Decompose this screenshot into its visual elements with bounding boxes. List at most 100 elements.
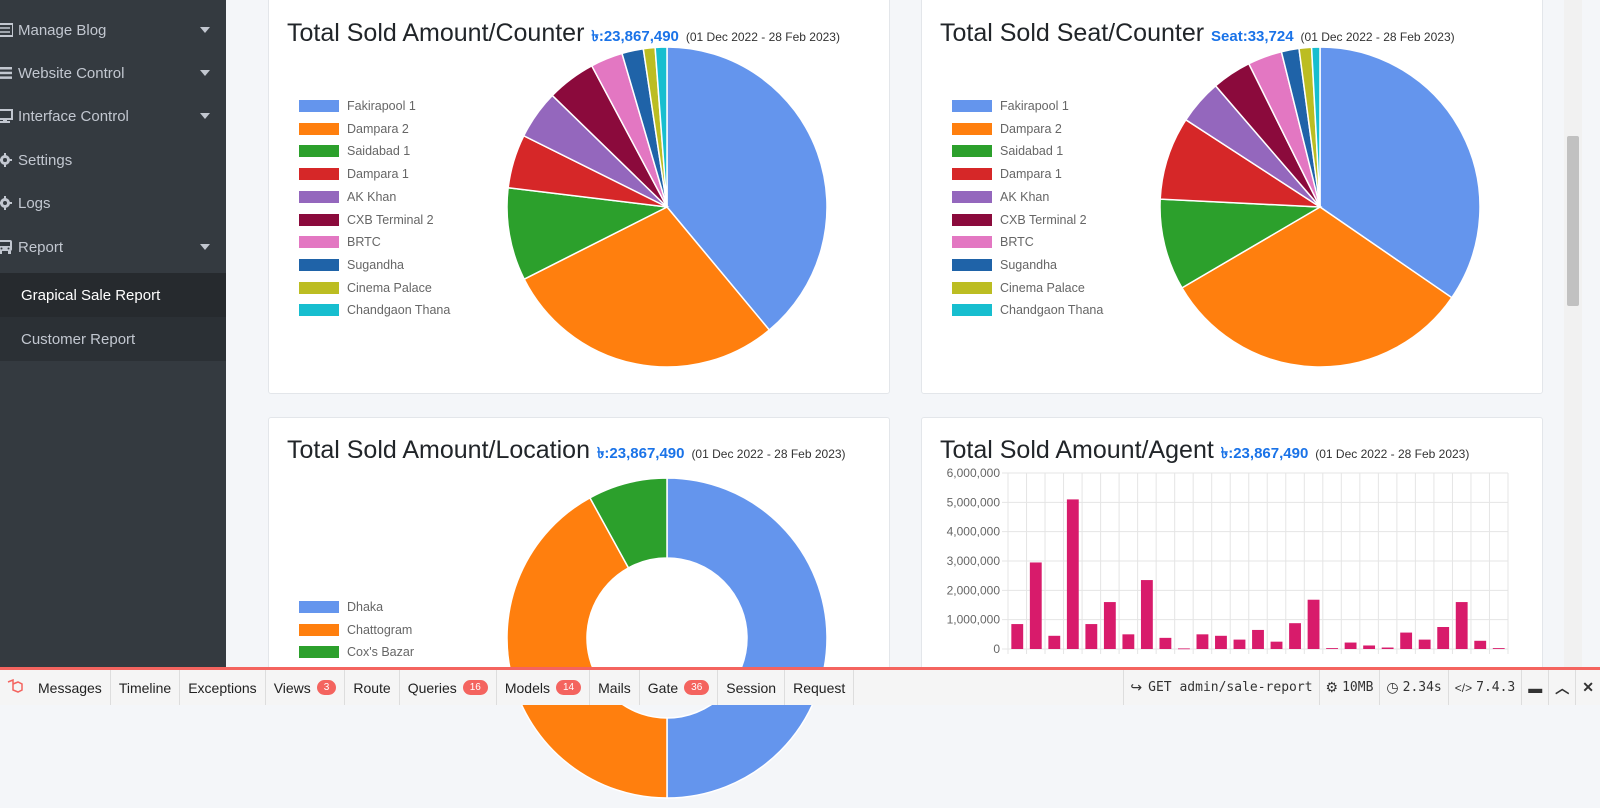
laravel-logo-icon[interactable] — [0, 673, 30, 703]
bar[interactable] — [1400, 632, 1413, 649]
legend-item[interactable]: Dampara 1 — [299, 166, 409, 182]
close-button[interactable]: ✕ — [1575, 670, 1600, 705]
sidebar-item-logs[interactable]: Logs — [0, 181, 226, 225]
legend-item[interactable]: Sugandha — [299, 257, 404, 273]
legend-item[interactable]: Saidabad 1 — [299, 143, 410, 159]
sidebar-item-settings[interactable]: Settings — [0, 138, 226, 182]
bar[interactable] — [1159, 637, 1172, 649]
bar[interactable] — [1492, 648, 1505, 649]
pie-chart-counter-amount — [497, 37, 837, 377]
debugbar-tabs: Messages Timeline Exceptions Views 3 Route Que… — [30, 670, 855, 705]
legend-item[interactable]: CXB Terminal 2 — [299, 212, 434, 228]
legend-item[interactable]: Chandgaon Thana — [952, 302, 1103, 318]
page-scrollbar[interactable] — [1564, 0, 1582, 667]
tab-gate[interactable]: Gate 36 — [640, 670, 719, 705]
legend-item[interactable]: Cinema Palace — [952, 280, 1085, 296]
legend-item[interactable]: Dampara 1 — [952, 166, 1062, 182]
legend-item[interactable]: Sugandha — [952, 257, 1057, 273]
tab-request[interactable]: Request — [785, 670, 855, 705]
legend-item[interactable]: Fakirapool 1 — [299, 98, 416, 114]
bar[interactable] — [1381, 647, 1394, 649]
sidebar-item-manage-blog[interactable]: Manage Blog — [0, 8, 226, 52]
open-folder-button[interactable]: ▬ — [1521, 670, 1548, 705]
pie-slice-saidabad-1[interactable] — [1159, 198, 1323, 289]
sidebar-item-customer-report[interactable]: Customer Report — [21, 330, 136, 348]
bar[interactable] — [1455, 602, 1468, 649]
legend-label: AK Khan — [1000, 189, 1050, 204]
sidebar-item-report[interactable]: Report — [0, 225, 226, 269]
bar[interactable] — [1437, 627, 1450, 649]
pie-slice-saidabad-1[interactable] — [506, 186, 670, 281]
bar[interactable] — [1215, 635, 1227, 649]
legend-item[interactable]: BRTC — [299, 234, 381, 250]
bar[interactable] — [1140, 580, 1153, 649]
sidebar-item-interface-control[interactable]: Interface Control — [0, 94, 226, 138]
legend-item[interactable]: Saidabad 1 — [952, 143, 1063, 159]
legend-item[interactable]: Dampara 2 — [299, 121, 409, 137]
sidebar-item-website-control[interactable]: Website Control — [0, 51, 226, 95]
bar[interactable] — [1066, 499, 1079, 649]
legend-item[interactable]: AK Khan — [299, 189, 396, 205]
caret-down-icon — [200, 244, 210, 250]
tab-queries[interactable]: Queries 16 — [400, 670, 497, 705]
bar[interactable] — [1474, 640, 1487, 649]
tab-views[interactable]: Views 3 — [266, 670, 346, 705]
tab-messages[interactable]: Messages — [30, 670, 111, 705]
legend-item[interactable]: Chandgaon Thana — [299, 302, 450, 318]
bar[interactable] — [1270, 641, 1283, 649]
tab-mails[interactable]: Mails — [590, 670, 640, 705]
legend-label: Dampara 2 — [1000, 121, 1062, 136]
pie-slice-fakirapool-1[interactable] — [666, 46, 828, 332]
card-agent-amount: Total Sold Amount/Agent ৳:23,867,490 (01… — [921, 417, 1543, 687]
time-info[interactable]: ◷ 2.34s — [1379, 670, 1447, 705]
bar[interactable] — [1011, 624, 1024, 649]
bar[interactable] — [1196, 634, 1209, 649]
pie-slice-cox-s-bazar[interactable] — [588, 477, 668, 569]
scroll-thumb[interactable] — [1567, 136, 1579, 306]
bar[interactable] — [1363, 645, 1376, 649]
bar[interactable] — [1233, 639, 1246, 649]
pie-slice-dampara-2[interactable] — [1180, 206, 1453, 368]
bar[interactable] — [1103, 602, 1116, 649]
bar[interactable] — [1307, 599, 1320, 649]
legend-item[interactable]: Dampara 2 — [952, 121, 1062, 137]
legend-item[interactable]: CXB Terminal 2 — [952, 212, 1087, 228]
legend-item[interactable]: Cox's Bazar — [299, 644, 414, 660]
tab-models[interactable]: Models 14 — [497, 670, 591, 705]
bar[interactable] — [1085, 624, 1098, 649]
legend-item[interactable]: Chattogram — [299, 622, 412, 638]
legend-item[interactable]: Fakirapool 1 — [952, 98, 1069, 114]
tab-timeline[interactable]: Timeline — [111, 670, 181, 705]
bar[interactable] — [1178, 648, 1190, 650]
tab-exceptions[interactable]: Exceptions — [180, 670, 266, 705]
legend-item[interactable]: Dhaka — [299, 599, 383, 615]
sidebar-item-grapical-sale-report[interactable]: Grapical Sale Report — [0, 273, 226, 317]
bar[interactable] — [1122, 634, 1135, 649]
php-version-info[interactable]: </> 7.4.3 — [1447, 670, 1522, 705]
maximize-button[interactable]: ︿ — [1548, 670, 1575, 705]
bar[interactable] — [1344, 642, 1357, 649]
memory-info[interactable]: ⚙ 10MB — [1318, 670, 1380, 705]
legend-item[interactable]: Cinema Palace — [299, 280, 432, 296]
bar[interactable] — [1029, 562, 1042, 649]
pie-slice-fakirapool-1[interactable] — [1319, 46, 1481, 299]
pie-slice-chandgaon-thana[interactable] — [1310, 46, 1321, 208]
bar[interactable] — [1326, 648, 1338, 649]
doughnut-chart-location — [497, 468, 837, 808]
pie-slice-chandgaon-thana[interactable] — [654, 46, 668, 208]
caret-down-icon — [200, 70, 210, 76]
bar[interactable] — [1289, 623, 1301, 649]
bar[interactable] — [1252, 629, 1264, 649]
tab-session[interactable]: Session — [718, 670, 786, 705]
bar[interactable] — [1048, 635, 1061, 649]
legend-item[interactable]: AK Khan — [952, 189, 1049, 205]
bar[interactable] — [1418, 639, 1431, 649]
y-tick-label: 0 — [993, 642, 1000, 656]
pie-slice-dhaka[interactable] — [666, 477, 828, 799]
pie-slice-dampara-2[interactable] — [523, 206, 771, 368]
tab-route[interactable]: Route — [345, 670, 400, 705]
legend-item[interactable]: BRTC — [952, 234, 1034, 250]
folder-icon: ▬ — [1528, 679, 1543, 696]
request-info[interactable]: ↪ GET admin/sale-report — [1123, 670, 1318, 705]
legend-swatch — [299, 646, 339, 659]
